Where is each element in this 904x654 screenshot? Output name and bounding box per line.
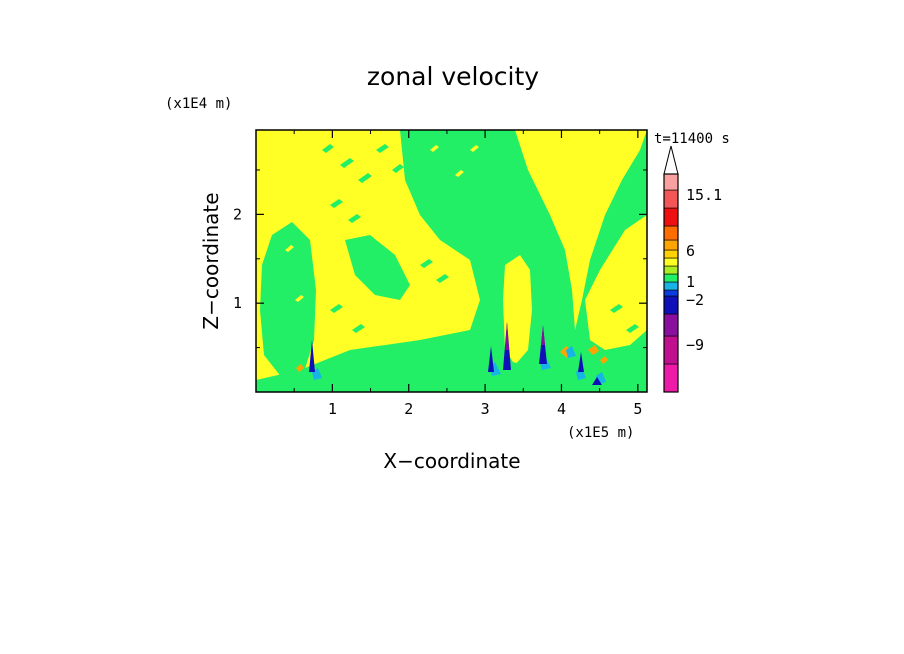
plot-frame: [255, 129, 648, 393]
contour-region-yellow-mid: [503, 255, 532, 365]
chart-title: zonal velocity: [367, 62, 539, 91]
colorbar-segment: [663, 257, 679, 267]
colorbar-tick-label: −9: [686, 336, 704, 354]
contour-region-yellow-left-top: [256, 130, 320, 195]
colorbar-segment: [663, 295, 679, 315]
wave-streaks: [322, 144, 639, 333]
colorbar-segment: [663, 189, 679, 209]
colorbar-segment: [663, 249, 679, 259]
time-label: t=11400 s: [654, 131, 730, 147]
contour-region-green-mid: [345, 235, 410, 300]
x-tick-label: 4: [557, 400, 566, 418]
y-axis: 12: [233, 169, 647, 349]
x-axis-label: X−coordinate: [383, 449, 520, 473]
colorbar-segment: [663, 207, 679, 227]
colorbar-segment: [663, 265, 679, 275]
contour-region-green-left: [260, 222, 316, 378]
contour-region-yellow-right: [585, 215, 647, 350]
x-tick-label: 3: [481, 400, 490, 418]
plot-area: [256, 130, 647, 392]
colorbar-tick-label: −2: [686, 291, 704, 309]
colorbar: 15.1 6 1−2 −9: [663, 145, 722, 393]
y-tick-label: 1: [233, 294, 242, 312]
colorbar-tick-label: 6: [686, 242, 695, 260]
colorbar-segment: [663, 173, 679, 191]
colorbar-segment: [663, 239, 679, 251]
magenta-spikes: [505, 322, 545, 350]
colorbar-segment: [663, 225, 679, 241]
x-tick-label: 2: [404, 400, 413, 418]
colorbar-segment: [663, 313, 679, 337]
colorbar-segment: [663, 363, 679, 393]
x-unit-label: (x1E5 m): [567, 425, 634, 441]
colorbar-segment: [663, 289, 679, 297]
colorbar-tick-label: 15.1: [686, 186, 722, 204]
contour-region-green-upper: [256, 130, 647, 392]
colorbar-frame: [663, 173, 679, 393]
colorbar-tick-label: 1: [686, 273, 695, 291]
x-axis: 1 2 3 4 5: [293, 130, 642, 418]
y-tick-label: 2: [233, 205, 242, 223]
x-tick-label: 1: [328, 400, 337, 418]
contour-region-green-base: [256, 360, 647, 392]
colorbar-extend-arrow: [663, 145, 679, 175]
yellow-speckles: [285, 145, 589, 302]
y-axis-label: Z−coordinate: [199, 192, 223, 329]
colorbar-segment: [663, 335, 679, 365]
x-tick-label: 5: [633, 400, 642, 418]
colorbar-segment: [663, 281, 679, 291]
y-unit-label: (x1E4 m): [165, 96, 232, 112]
colorbar-segment: [663, 273, 679, 283]
